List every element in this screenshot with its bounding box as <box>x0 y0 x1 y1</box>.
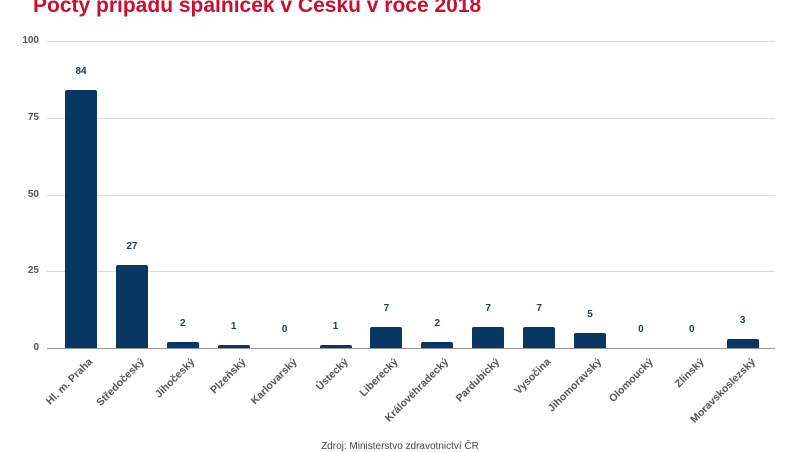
bar-value-label: 27 <box>126 241 138 253</box>
x-tick-label: Jihomoravský <box>545 356 605 415</box>
bar-value-label: 1 <box>332 320 339 332</box>
bar <box>370 326 403 348</box>
x-tick-label: Zlínský <box>672 356 707 391</box>
y-tick-label: 100 <box>22 35 39 46</box>
x-tick-label: Jihočeský <box>152 356 198 401</box>
gridline <box>47 41 775 42</box>
source-note: Zdroj: Ministerstvo zdravotnictví ČR <box>321 441 479 452</box>
chart-title: Počty případů spalniček v Česku v roce 2… <box>33 0 482 17</box>
bar-value-label: 7 <box>485 302 491 314</box>
bar-value-label: 5 <box>587 308 593 320</box>
x-tick-label: Vysočina <box>512 356 554 397</box>
x-tick-label: Liberecký <box>357 356 401 400</box>
bar <box>472 326 505 348</box>
gridline <box>47 194 775 196</box>
bar <box>65 90 97 348</box>
bar-value-label: 0 <box>689 324 695 335</box>
bar <box>166 341 199 348</box>
bar <box>523 326 556 348</box>
bar-value-label: 3 <box>739 314 746 326</box>
x-tick-label: Ústecký <box>313 356 351 393</box>
bar-value-label: 0 <box>281 324 288 335</box>
bar <box>421 341 454 348</box>
x-tick-label: Olomoucký <box>606 356 656 405</box>
bar <box>574 332 606 348</box>
bar-value-label: 2 <box>180 317 186 329</box>
gridline <box>47 271 775 273</box>
bar-value-label: 7 <box>383 302 390 314</box>
x-axis-line <box>47 348 775 349</box>
x-tick-label: Hl. m. Praha <box>43 356 96 408</box>
x-tick-label: Pardubický <box>453 356 503 405</box>
bar <box>217 344 250 348</box>
bar <box>726 338 759 348</box>
y-tick-label: 0 <box>33 342 39 353</box>
x-tick-label: Karlovarský <box>248 356 300 408</box>
plot-area: 0 25 50 75 100 84 Hl. m. Praha 27 Středočeský 2 Ji… <box>22 35 775 426</box>
bar-value-label: 2 <box>434 317 441 329</box>
x-tick-label: Plzeňský <box>207 356 249 397</box>
bar <box>115 265 148 348</box>
x-tick-label: Středočeský <box>94 356 147 409</box>
y-tick-label: 25 <box>27 265 39 277</box>
y-tick-label: 50 <box>27 188 39 200</box>
bar-value-label: 84 <box>75 66 87 78</box>
y-tick-label: 75 <box>27 111 39 123</box>
bar <box>319 344 352 348</box>
gridline <box>47 117 775 119</box>
bar-value-label: 1 <box>230 320 237 332</box>
bar-value-label: 7 <box>536 302 542 314</box>
bar-value-label: 0 <box>638 324 644 335</box>
